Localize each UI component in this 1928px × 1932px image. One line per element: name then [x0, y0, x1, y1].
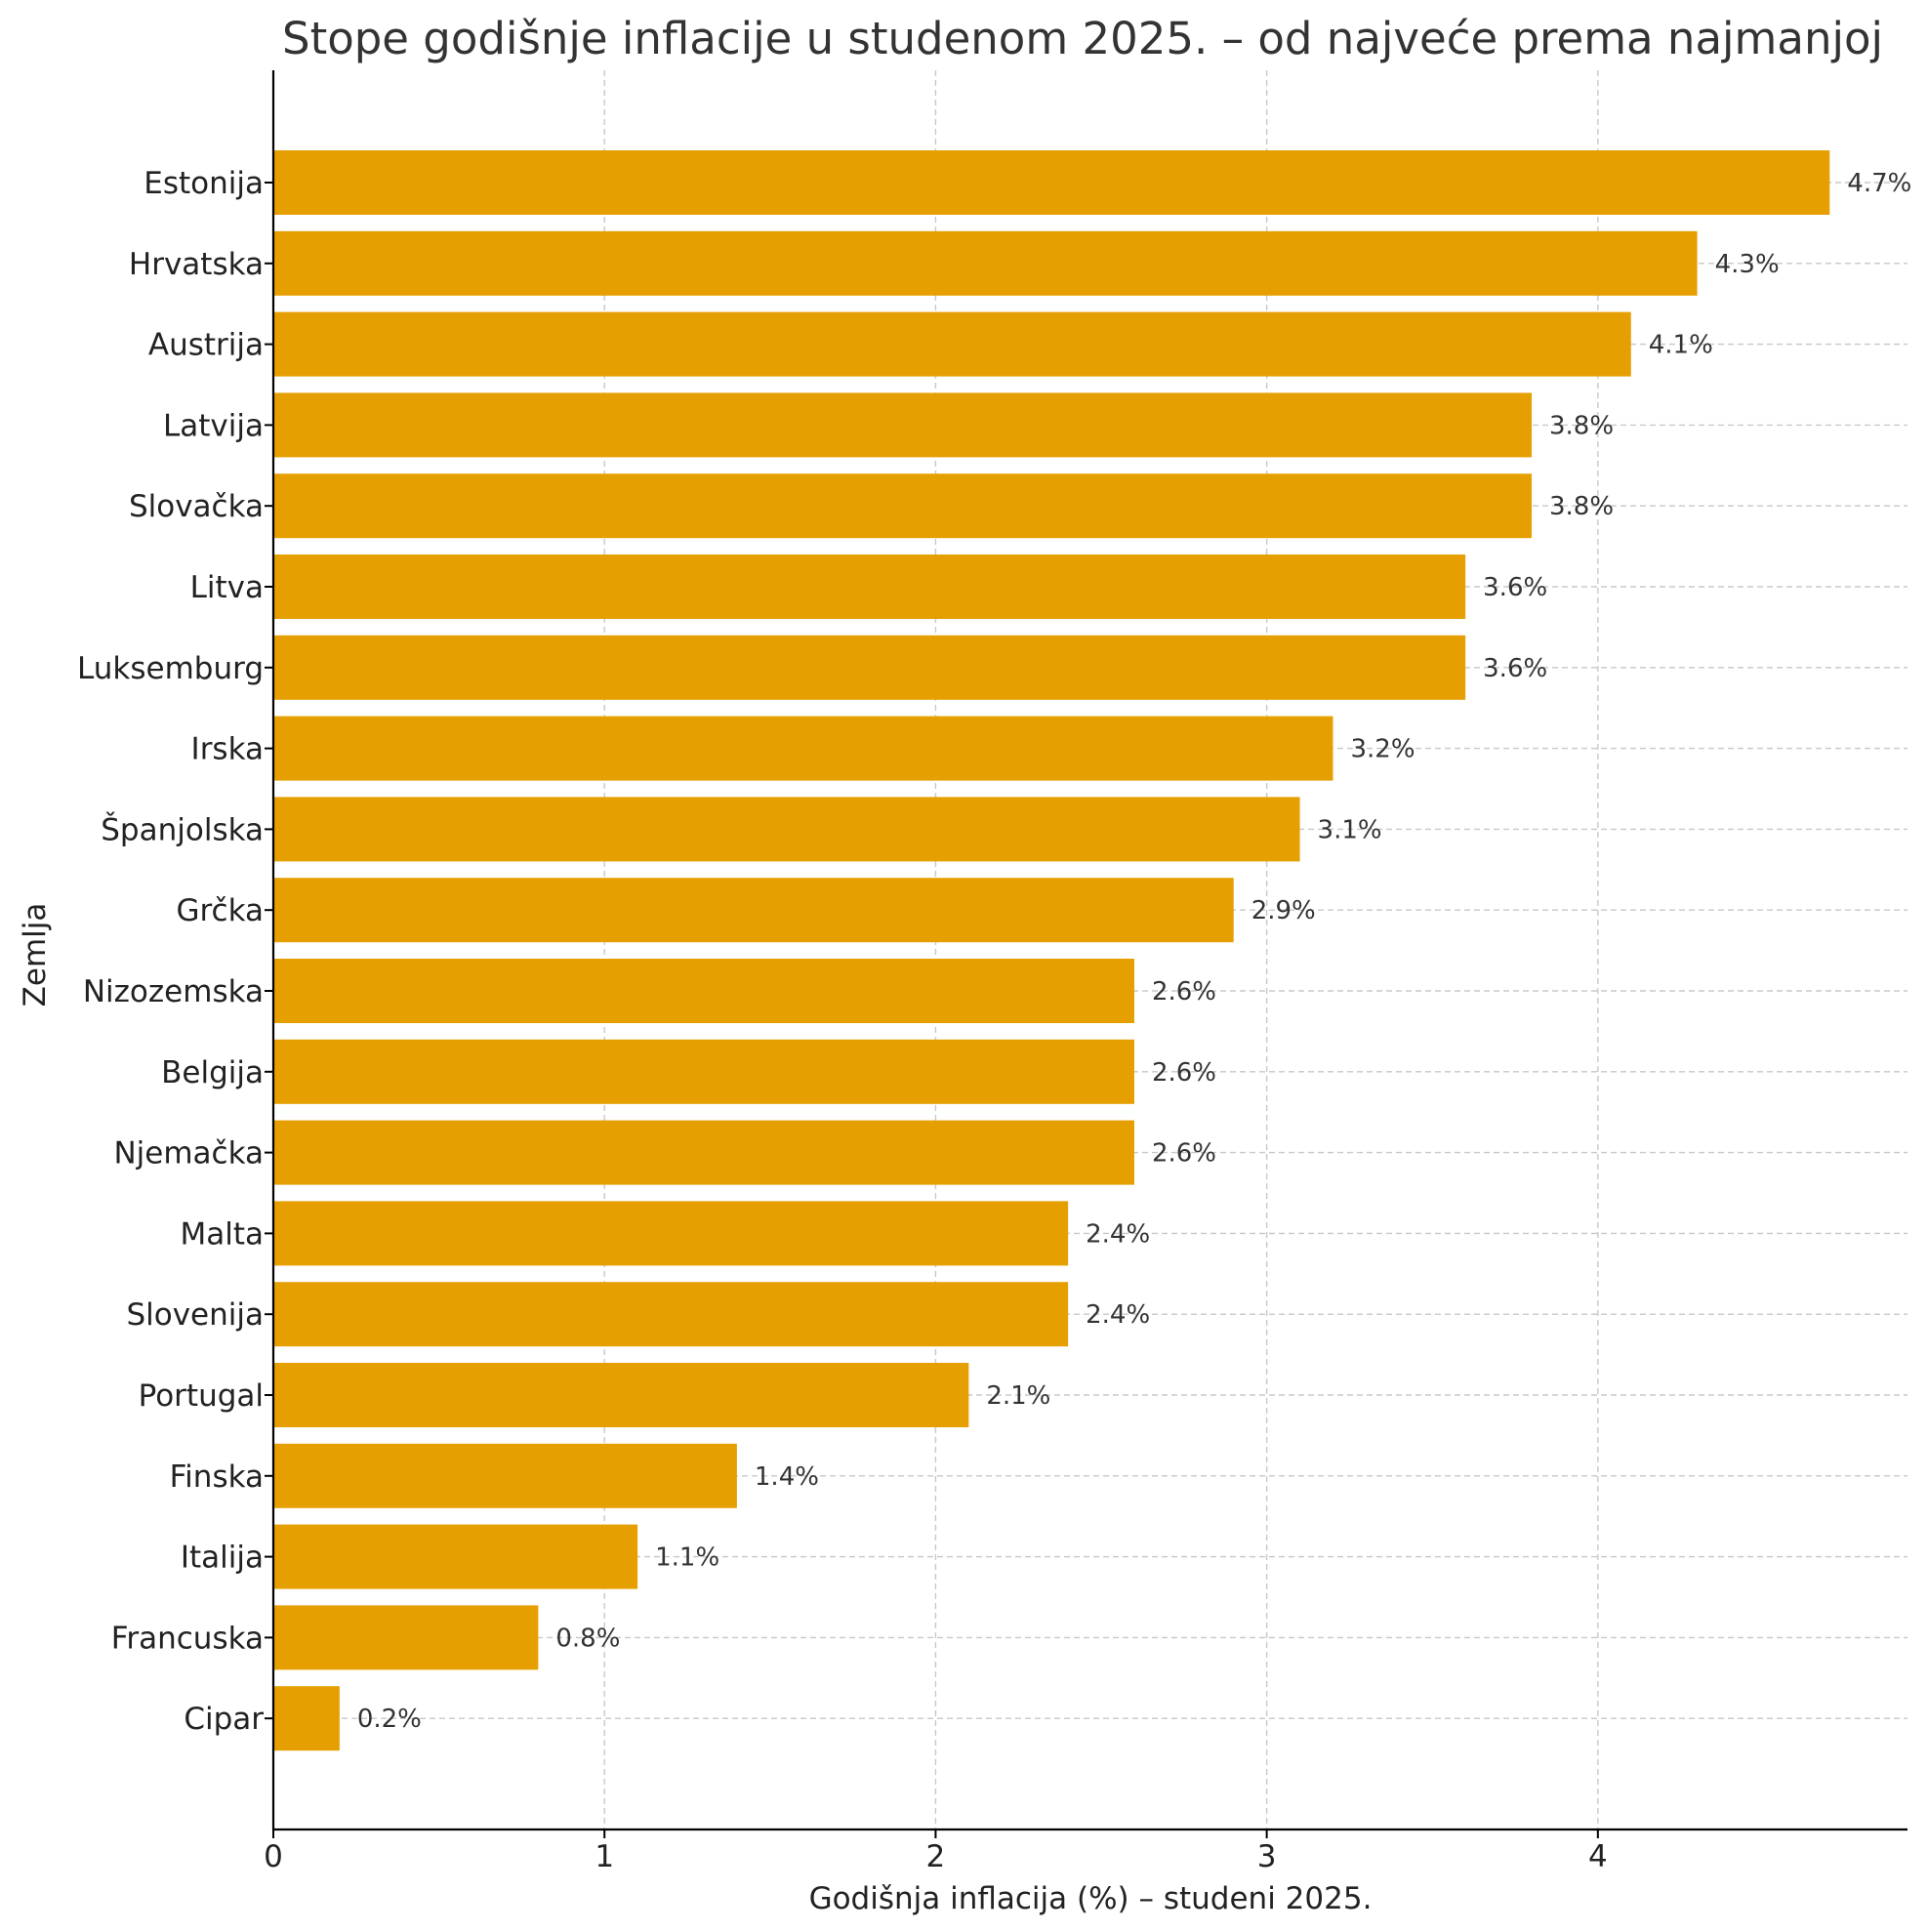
- bar: [273, 1605, 539, 1670]
- x-tick-label: 4: [1588, 1839, 1608, 1874]
- bar: [273, 311, 1631, 377]
- category-label: Slovačka: [129, 489, 264, 524]
- bar: [273, 635, 1466, 700]
- x-tick-label: 3: [1257, 1839, 1277, 1874]
- data-label: 1.1%: [655, 1543, 719, 1573]
- bar: [273, 1524, 638, 1589]
- category-label: Finska: [170, 1459, 264, 1495]
- bar: [273, 392, 1532, 458]
- data-label: 0.2%: [357, 1705, 422, 1734]
- bar: [273, 473, 1532, 539]
- chart-title: Stope godišnje inflacije u studenom 2025…: [282, 13, 1883, 64]
- bar: [273, 878, 1234, 943]
- data-label: 2.4%: [1086, 1300, 1150, 1330]
- data-label: 4.3%: [1715, 250, 1780, 279]
- category-label: Grčka: [176, 893, 264, 928]
- y-axis-label: Zemlja: [18, 903, 53, 1007]
- data-labels: 4.7% 4.3% 4.1% 3.8% 3.8% 3.6% 3.6% 3.2% 3.1% 2.9%…: [357, 169, 1912, 1734]
- x-axis-label: Godišnja inflacija (%) – studeni 2025.: [809, 1881, 1373, 1916]
- category-label: Latvija: [163, 408, 264, 443]
- data-label: 2.4%: [1086, 1219, 1150, 1249]
- data-label: 3.6%: [1483, 573, 1547, 602]
- x-tick-label: 2: [926, 1839, 946, 1874]
- bar: [273, 1686, 340, 1751]
- x-tick-label: 0: [264, 1839, 283, 1874]
- data-label: 2.6%: [1152, 977, 1216, 1007]
- category-label: Njemačka: [113, 1136, 264, 1172]
- data-label: 1.4%: [755, 1462, 819, 1492]
- data-label: 4.7%: [1847, 169, 1911, 198]
- category-label: Nizozemska: [83, 974, 264, 1009]
- bar: [273, 797, 1300, 862]
- bar: [273, 1039, 1134, 1104]
- category-label: Luksemburg: [77, 651, 264, 686]
- axes: [271, 70, 1907, 1831]
- bar: [273, 716, 1333, 781]
- bar: [273, 1201, 1069, 1266]
- category-label: Cipar: [184, 1702, 264, 1737]
- data-label: 3.1%: [1318, 815, 1382, 844]
- category-label: Hrvatska: [129, 247, 264, 282]
- data-label: 0.8%: [555, 1624, 620, 1653]
- category-label: Portugal: [139, 1378, 264, 1414]
- data-label: 2.6%: [1152, 1058, 1216, 1088]
- category-labels: Estonija Hrvatska Austrija Latvija Slovačka L…: [77, 166, 273, 1737]
- data-label: 3.6%: [1483, 654, 1547, 683]
- bar: [273, 150, 1830, 215]
- category-label: Austrija: [148, 328, 264, 363]
- category-label: Belgija: [161, 1055, 264, 1090]
- bar: [273, 230, 1698, 296]
- category-label: Francuska: [111, 1621, 264, 1656]
- category-label: Estonija: [144, 166, 264, 201]
- category-label: Malta: [180, 1216, 264, 1252]
- bars: [273, 150, 1830, 1751]
- bar: [273, 959, 1134, 1023]
- data-label: 3.8%: [1549, 411, 1614, 440]
- bar: [273, 1363, 969, 1427]
- data-label: 2.6%: [1152, 1139, 1216, 1169]
- bar: [273, 1443, 737, 1508]
- data-label: 2.1%: [986, 1381, 1050, 1411]
- data-label: 3.8%: [1549, 492, 1614, 521]
- x-tick-label: 1: [595, 1839, 614, 1874]
- category-label: Španjolska: [101, 811, 264, 847]
- bar: [273, 555, 1466, 619]
- data-label: 4.1%: [1649, 331, 1713, 360]
- category-label: Slovenija: [126, 1297, 264, 1333]
- category-label: Litva: [190, 570, 264, 605]
- bar: [273, 1282, 1069, 1347]
- x-ticks: 0 1 2 3 4: [264, 1829, 1608, 1874]
- data-label: 3.2%: [1350, 735, 1415, 764]
- bar: [273, 1120, 1134, 1185]
- category-label: Italija: [181, 1541, 264, 1576]
- data-label: 2.9%: [1251, 896, 1316, 925]
- category-label: Irska: [191, 732, 264, 767]
